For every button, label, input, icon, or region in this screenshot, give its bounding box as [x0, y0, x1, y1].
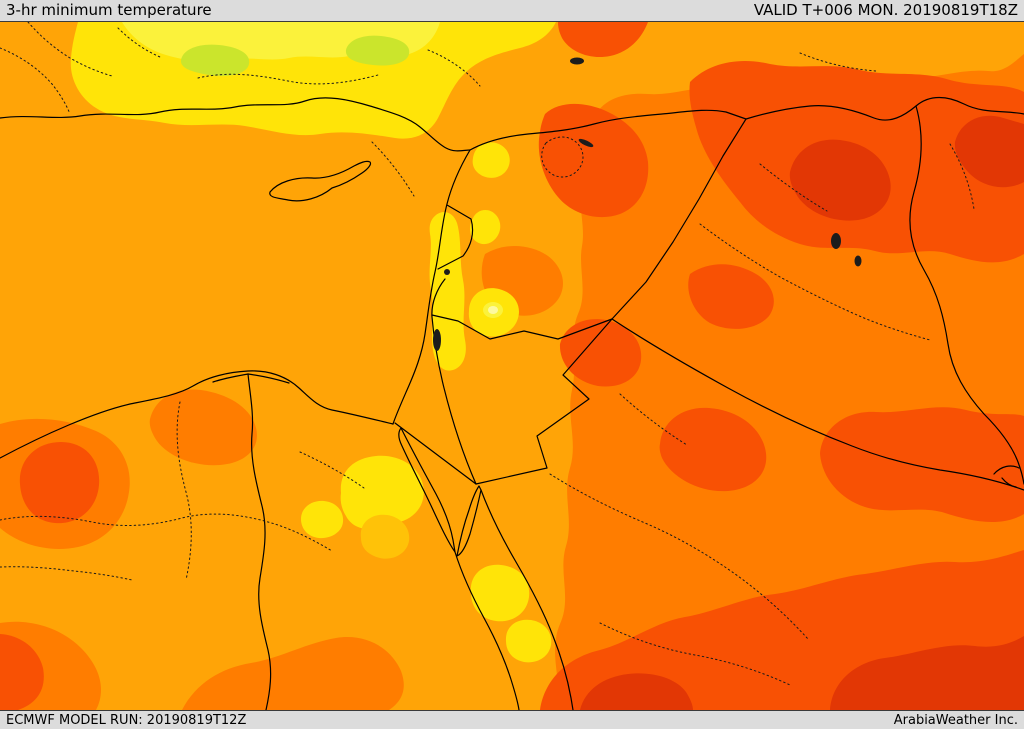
cyprus-outline	[269, 160, 372, 202]
brand-label: ArabiaWeather Inc.	[893, 712, 1018, 728]
marine-boundary-aegean-3	[117, 27, 161, 58]
marine-boundary-aegean-2	[27, 22, 113, 77]
map-canvas	[0, 22, 1024, 710]
hot-blob-turkey-top	[558, 22, 648, 58]
levant-coastline	[392, 149, 471, 425]
admin-line-iraq-1	[699, 223, 931, 341]
kuwait-outline	[993, 465, 1020, 488]
admin-line-egypt-vertical	[176, 401, 192, 581]
admin-line-iran-west	[949, 143, 975, 210]
hottest-core-far-east	[954, 115, 1024, 188]
hot-blob-north-syria	[538, 103, 649, 218]
hot-blob-southwest-egypt	[0, 634, 44, 710]
admin-line-saudi-2	[619, 393, 688, 446]
nile-river	[247, 373, 272, 710]
lake-tharthar-icon	[831, 233, 841, 249]
coolest-spot-west	[180, 44, 250, 76]
marine-boundary-levant	[371, 141, 415, 197]
israel-egypt-border	[394, 422, 477, 485]
lebanon-borders	[437, 204, 474, 270]
hot-region-east-saudi	[820, 407, 1024, 523]
map-header: 3-hr minimum temperature VALID T+006 MON…	[0, 0, 1024, 22]
red-sea-east-coast	[480, 489, 574, 710]
hot-blob-north-saudi	[559, 319, 642, 387]
temperature-map	[0, 22, 1024, 710]
coolest-core-south-jordan	[488, 306, 498, 314]
admin-border-layer	[0, 22, 975, 686]
iraq-iran-border	[909, 105, 1024, 485]
hottest-core-southeast	[830, 636, 1024, 710]
jordan-saudi-border	[475, 318, 613, 485]
hot-blob-central-iraq	[688, 264, 774, 329]
syria-iraq-border	[611, 118, 747, 320]
nile-delta-inner	[212, 373, 290, 384]
model-run-label: ECMWF MODEL RUN: 20190819T12Z	[6, 712, 247, 728]
admin-line-saudi-1	[549, 473, 809, 640]
syria-jordan-border	[431, 314, 613, 340]
admin-line-turkey	[197, 73, 379, 85]
sea-of-galilee-icon	[444, 269, 450, 275]
admin-line-sinai	[299, 451, 365, 489]
red-sea-west-coast	[454, 551, 520, 710]
admin-line-turkey-east	[427, 49, 481, 87]
map-valid-time: VALID T+006 MON. 20190819T18Z	[753, 1, 1018, 19]
map-footer: ECMWF MODEL RUN: 20190819T12Z ArabiaWeat…	[0, 710, 1024, 729]
cool-spot-west-sinai	[301, 500, 344, 539]
jordan-valley-border	[431, 278, 477, 485]
lake-habbaniyah-icon	[854, 255, 862, 267]
turkish-lake-icon	[570, 57, 584, 65]
turkey-south-border	[469, 96, 1024, 151]
water-bodies-layer	[433, 57, 862, 351]
egypt-coastline-nile-delta	[0, 370, 394, 459]
hottest-core-north-iraq	[789, 139, 891, 221]
marine-boundary-aegean-1	[0, 47, 71, 115]
dead-sea-icon	[433, 329, 441, 351]
cool-patch-hejaz-north	[470, 564, 530, 622]
admin-line-saudi-3	[599, 622, 791, 686]
temperature-fill-layer	[0, 22, 1024, 710]
hot-blob-south-iraq	[659, 407, 767, 492]
map-title: 3-hr minimum temperature	[6, 1, 212, 19]
cool-spot-syrian-coast	[472, 142, 510, 178]
cool-patch-south-sinai	[360, 514, 410, 559]
gulf-of-aqaba-outline	[456, 485, 482, 557]
lake-assad-icon	[578, 138, 594, 148]
gulf-of-suez-outline	[398, 427, 456, 553]
cool-patch-hejaz-south	[505, 619, 552, 663]
coolest-spot-east	[345, 35, 410, 66]
turkey-coastline	[0, 97, 471, 152]
cool-patch-sinai	[340, 455, 424, 529]
hot-blob-central-egypt	[19, 442, 100, 524]
admin-line-egypt-mid	[0, 513, 333, 552]
iraq-saudi-border	[611, 318, 1024, 491]
warm-patch-south-of-delta	[149, 389, 257, 466]
admin-loop-syria	[541, 136, 584, 178]
country-border-layer	[0, 96, 1024, 710]
cool-spot-antilebanon	[469, 209, 501, 245]
admin-line-iraq-2	[759, 163, 828, 212]
warm-patch-south-egypt	[182, 637, 404, 710]
hottest-core-south-center	[580, 673, 693, 710]
